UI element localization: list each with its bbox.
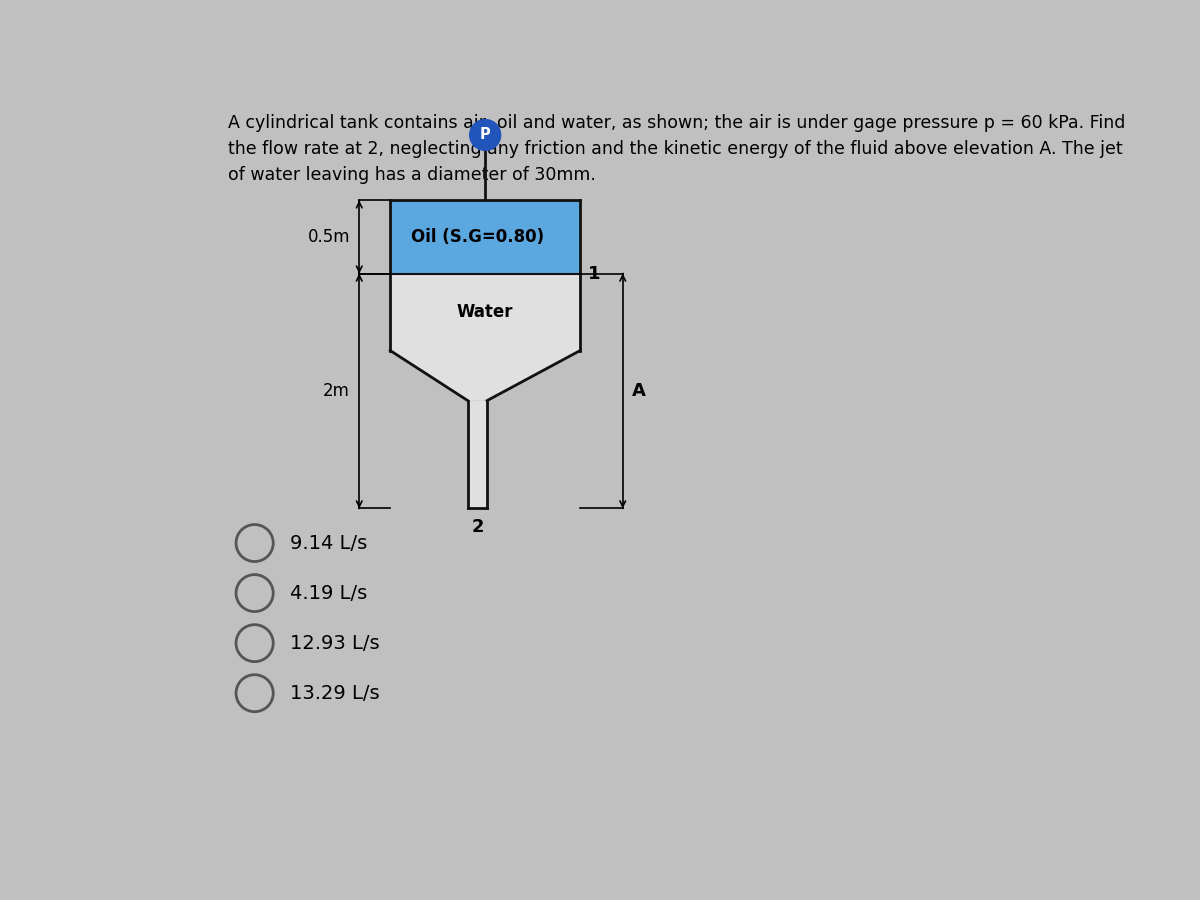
Polygon shape (390, 351, 580, 400)
Text: 2m: 2m (323, 382, 350, 400)
Text: Water: Water (457, 303, 514, 321)
Bar (390, 274, 580, 351)
Text: P: P (480, 128, 491, 142)
Circle shape (469, 120, 500, 150)
Bar (468, 400, 487, 508)
Text: 9.14 L/s: 9.14 L/s (289, 534, 367, 553)
Bar (390, 274, 580, 351)
Text: 2: 2 (472, 518, 484, 536)
Text: 0.5m: 0.5m (307, 228, 350, 246)
Text: 13.29 L/s: 13.29 L/s (289, 684, 379, 703)
Text: 1: 1 (588, 265, 600, 283)
Bar (390, 201, 580, 274)
Text: 4.19 L/s: 4.19 L/s (289, 583, 367, 603)
Bar (390, 201, 580, 274)
Text: A cylindrical tank contains air, oil and water, as shown; the air is under gage : A cylindrical tank contains air, oil and… (228, 114, 1124, 184)
Text: A: A (632, 382, 646, 400)
Text: 12.93 L/s: 12.93 L/s (289, 634, 379, 652)
Text: Oil (S.G=0.80): Oil (S.G=0.80) (410, 228, 544, 246)
